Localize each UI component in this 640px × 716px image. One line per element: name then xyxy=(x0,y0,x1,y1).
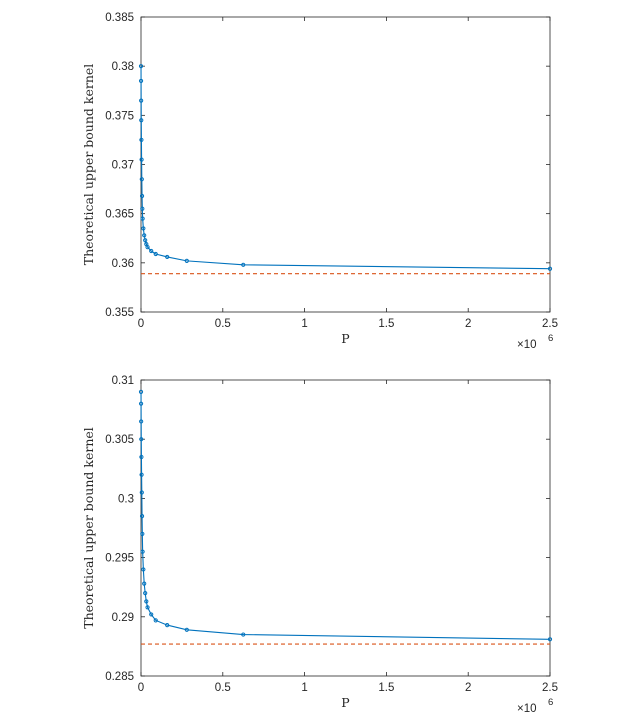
series-marker xyxy=(141,226,146,231)
x-axis-label: P xyxy=(341,695,349,710)
series-marker xyxy=(140,549,145,554)
chart-bottom-svg: 0 0.5 1 1.5 2 2.5 0.285 0.29 0.295 0.3 0.305 0.31 P T… xyxy=(81,375,558,715)
series-marker xyxy=(139,490,144,495)
y-tick-label: 0.38 xyxy=(112,61,134,73)
x-tick-label: 0.5 xyxy=(215,318,231,330)
series-marker xyxy=(139,98,144,103)
chart-top: 0 0.5 1 1.5 2 2.5 0.355 0.36 0.365 0.37 0.375 0.38 0… xyxy=(81,12,558,351)
x-tick-label: 1 xyxy=(301,682,307,694)
chart-bottom: 0 0.5 1 1.5 2 2.5 0.285 0.29 0.295 0.3 0.305 0.31 P T… xyxy=(0,358,640,716)
x-tick-label: 2 xyxy=(465,318,471,330)
series-marker xyxy=(184,627,189,632)
series-marker xyxy=(144,599,149,604)
x-tick-label: 1.5 xyxy=(378,318,394,330)
series-marker xyxy=(149,248,154,254)
series-marker xyxy=(145,605,150,610)
series-marker xyxy=(139,193,145,199)
series-marker xyxy=(165,622,170,628)
y-tick-label: 0.29 xyxy=(112,612,134,624)
series-marker xyxy=(138,401,144,406)
series-marker xyxy=(547,637,553,642)
x-tick-label: 0 xyxy=(138,682,144,694)
chart-top-svg: 0 0.5 1 1.5 2 2.5 0.355 0.36 0.365 0.37 0.375 0.38 0… xyxy=(81,12,558,351)
series-marker xyxy=(139,118,144,123)
series-marker xyxy=(141,567,146,572)
x-multiplier: ×10 xyxy=(517,339,537,351)
series-marker xyxy=(139,454,144,460)
series-marker xyxy=(138,389,144,394)
y-tick-label: 0.295 xyxy=(105,553,134,565)
x-tick-label: 1.5 xyxy=(378,682,394,694)
series-marker xyxy=(547,266,553,271)
y-tick-label: 0.305 xyxy=(105,434,134,446)
x-multiplier-exponent: 6 xyxy=(548,697,553,708)
x-multiplier: ×10 xyxy=(517,703,537,715)
series-marker xyxy=(140,216,145,221)
series-marker xyxy=(139,137,144,143)
y-tick-label: 0.36 xyxy=(112,258,134,270)
series-marker xyxy=(138,64,144,69)
x-tick-label: 2.5 xyxy=(542,318,558,330)
series-marker xyxy=(143,591,148,596)
axes-box xyxy=(140,379,551,677)
y-axis-label: Theoretical upper bound kernel xyxy=(81,427,96,629)
y-tick-label: 0.375 xyxy=(105,110,134,122)
series-marker xyxy=(138,78,144,84)
x-tick-label: 0.5 xyxy=(215,682,231,694)
series-marker xyxy=(139,177,144,182)
series-marker xyxy=(139,157,144,162)
x-tick-label: 0 xyxy=(138,318,144,330)
series-marker xyxy=(145,245,150,250)
y-tick-label: 0.3 xyxy=(118,493,134,505)
series-marker xyxy=(241,632,246,637)
series-marker xyxy=(165,254,170,260)
y-tick-label: 0.365 xyxy=(105,209,134,221)
x-multiplier-exponent: 6 xyxy=(548,333,553,344)
x-tick-label: 2 xyxy=(465,682,471,694)
y-axis-label: Theoretical upper bound kernel xyxy=(81,64,96,266)
series-marker xyxy=(140,531,145,537)
series-marker xyxy=(139,419,144,424)
x-axis-label: P xyxy=(341,331,349,346)
y-tick-label: 0.285 xyxy=(105,671,134,683)
series-marker xyxy=(149,612,154,617)
series-marker xyxy=(153,618,158,623)
series-line-0 xyxy=(140,66,551,270)
series-marker xyxy=(143,238,148,243)
y-tick-label: 0.31 xyxy=(112,375,134,387)
y-tick-label: 0.37 xyxy=(112,160,134,172)
x-tick-label: 2.5 xyxy=(542,682,558,694)
series-marker xyxy=(241,262,246,267)
y-tick-label: 0.355 xyxy=(105,307,134,319)
x-tick-label: 1 xyxy=(301,318,307,330)
series-line-0 xyxy=(140,391,551,640)
series-marker xyxy=(139,514,145,519)
series-marker xyxy=(184,258,189,263)
series-marker xyxy=(139,437,144,442)
series-marker xyxy=(153,251,158,257)
series-marker xyxy=(142,233,147,238)
series-marker xyxy=(140,206,145,211)
series-marker xyxy=(139,472,144,477)
series-marker xyxy=(142,581,147,586)
y-tick-label: 0.385 xyxy=(105,12,134,24)
